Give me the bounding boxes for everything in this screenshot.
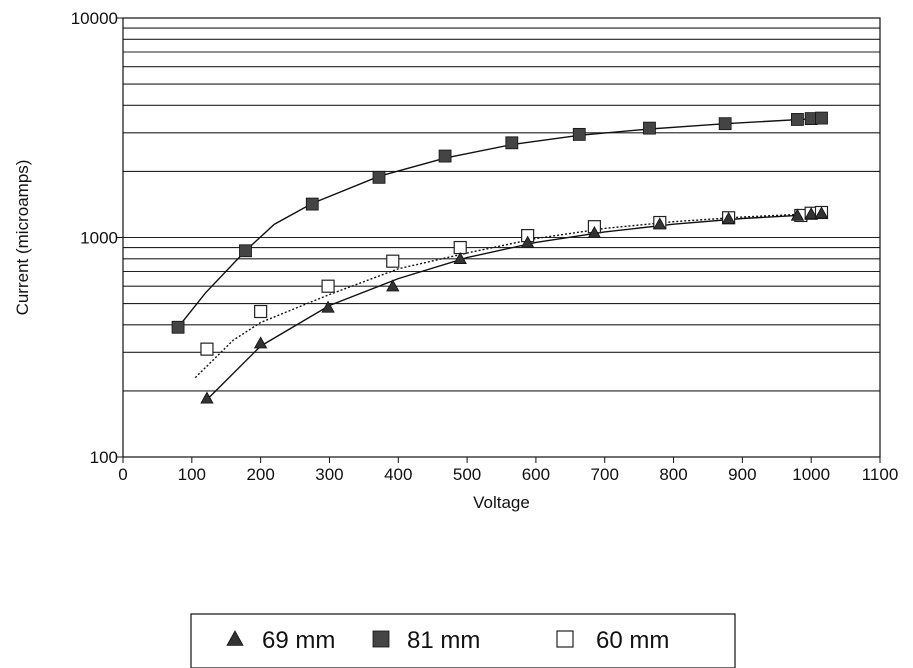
fit-curve [177,117,825,328]
data-point-triangle [790,208,805,221]
data-point-triangle [453,251,467,264]
legend-label: 60 mm [596,627,669,654]
data-point-triangle [804,207,818,220]
data-point-open-square [254,304,268,319]
data-point-filled-square [815,111,828,125]
x-tick-label: 500 [453,465,481,484]
data-point-triangle [520,235,535,248]
data-point-open-square [453,240,467,255]
data-point-open-square [200,342,214,356]
data-point-filled-square [505,136,519,150]
x-tick-label: 300 [315,465,343,484]
data-point-triangle [253,336,268,349]
y-axis: 100 1000 10000 [71,9,123,467]
data-point-filled-square [572,127,586,141]
data-point-triangle [200,391,214,404]
x-tick-label: 700 [591,465,619,484]
data-point-filled-square [305,197,319,211]
legend-box [190,613,736,668]
data-point-triangle [653,217,667,230]
y-axis-title: Current (microamps) [13,160,32,316]
data-point-filled-square [791,113,804,126]
data-point-filled-square [372,170,386,184]
y-tick-label: 100 [90,448,118,467]
x-tick-label: 100 [178,465,206,484]
data-point-filled-square [718,117,732,131]
legend-marker [226,630,244,646]
data-point-open-square [321,279,335,293]
data-point-triangle [587,226,602,239]
data-points [171,111,829,404]
legend-marker [372,630,390,648]
x-tick-label: 1000 [792,465,830,484]
x-axis-title: Voltage [473,493,530,512]
legend-label: 81 mm [407,627,480,654]
x-tick-label: 800 [659,465,687,484]
legend-label: 69 mm [262,627,335,654]
fit-curves [177,117,825,402]
x-axis: 0 100 200 300 400 500 600 700 800 900 1000 1100 [118,457,898,484]
x-tick-label: 1100 [862,465,899,484]
data-point-filled-square [239,244,252,258]
fit-curve [205,213,825,402]
data-point-filled-square [438,149,452,163]
data-point-filled-square [643,121,656,135]
x-tick-label: 0 [118,465,127,484]
data-point-filled-square [171,320,185,334]
data-point-open-square [386,254,400,268]
x-tick-label: 600 [522,465,550,484]
x-tick-label: 900 [728,465,756,484]
data-point-triangle [814,206,829,219]
x-tick-label: 200 [246,465,274,484]
legend-marker [556,630,574,648]
y-tick-label: 10000 [71,9,118,28]
legend: 69 mm 81 mm 60 mm [190,613,736,668]
fit-curve [194,212,825,379]
y-tick-label: 1000 [80,229,118,248]
data-point-triangle [386,279,400,292]
grid-lines [123,17,880,458]
data-point-triangle [721,211,736,224]
data-point-triangle [321,300,335,313]
x-tick-label: 400 [384,465,412,484]
